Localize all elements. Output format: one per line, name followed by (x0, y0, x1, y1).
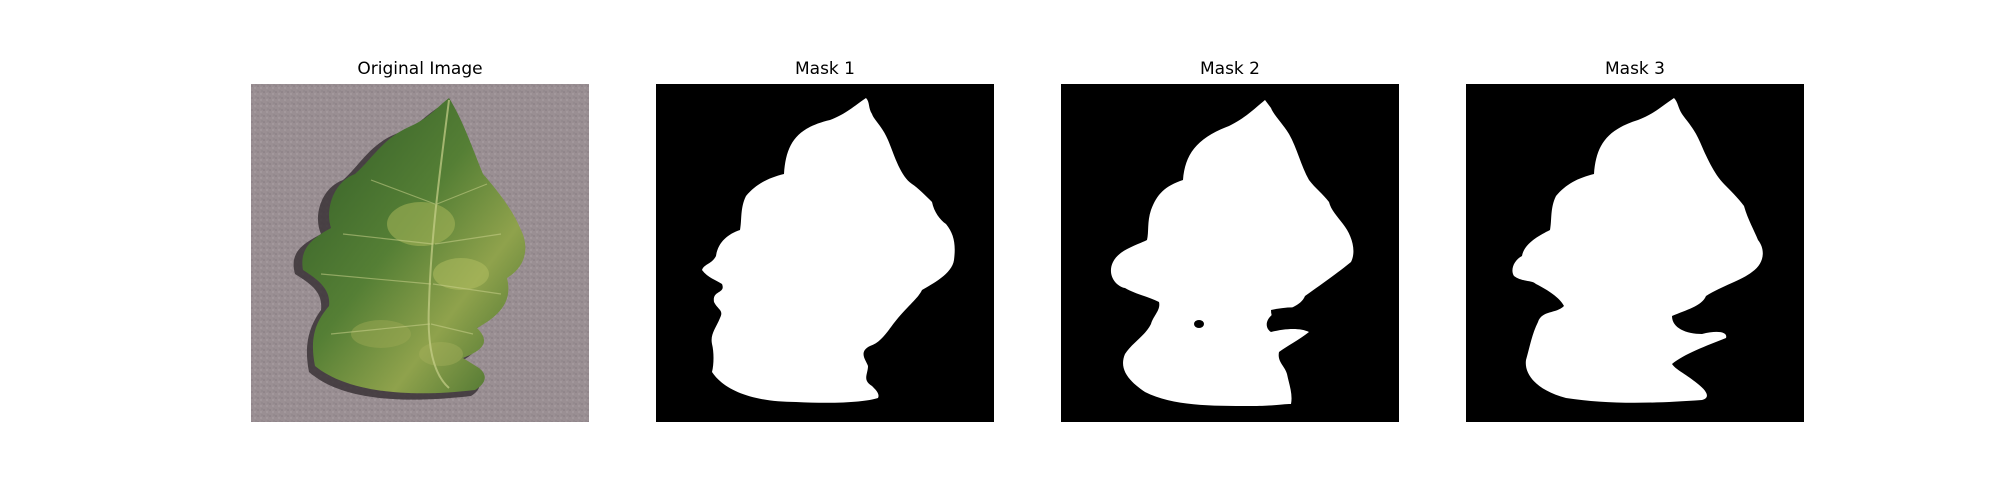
original-image-title: Original Image (357, 59, 483, 79)
mask-3-image (1466, 84, 1804, 422)
mask-2-leaf-region (1110, 100, 1354, 406)
mask-3-title: Mask 3 (1604, 59, 1665, 79)
mask-1-leaf-region (702, 98, 955, 403)
mask-3-leaf-region (1512, 98, 1763, 403)
mask-2-title: Mask 2 (1199, 59, 1260, 79)
original-leaf-photo (251, 84, 589, 422)
mask-1-title: Mask 1 (794, 59, 855, 79)
mask-1-image (656, 84, 994, 422)
leaf (302, 98, 526, 394)
mask-2-image (1061, 84, 1399, 422)
